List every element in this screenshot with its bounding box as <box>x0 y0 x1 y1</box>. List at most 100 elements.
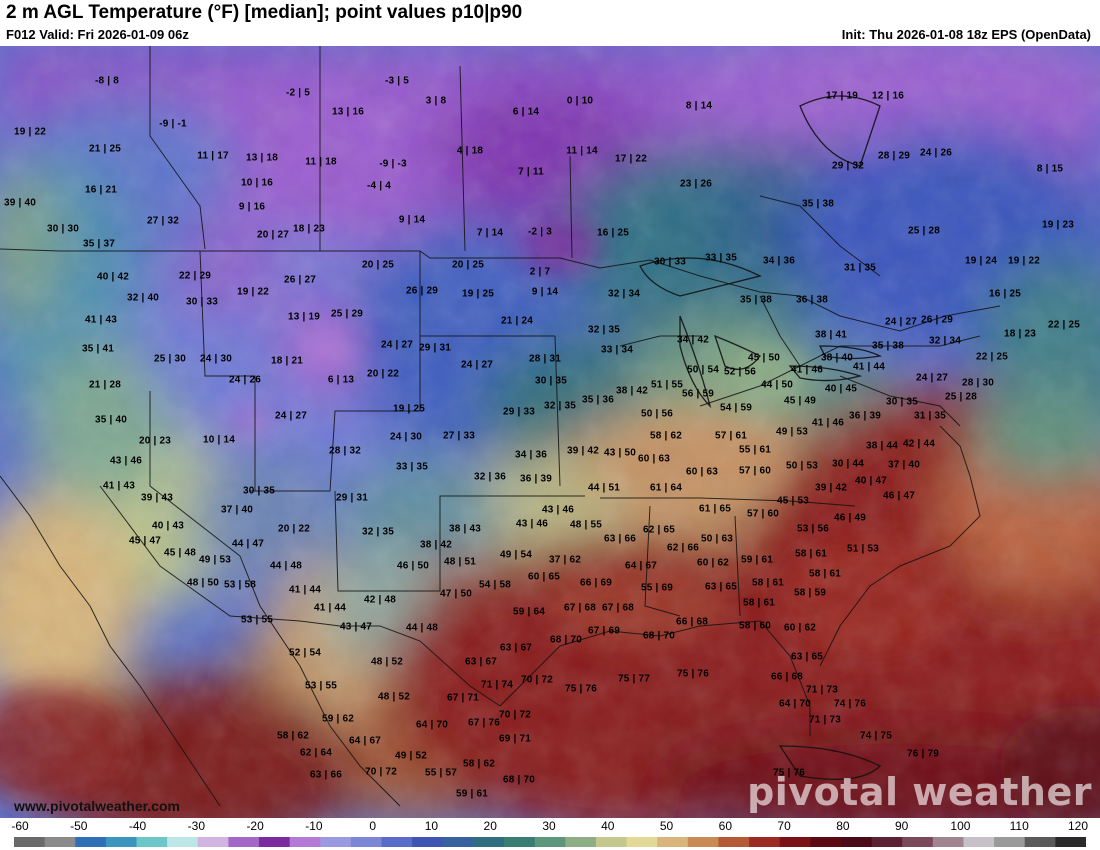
point-value: 60 | 62 <box>696 557 730 569</box>
point-value: 70 | 72 <box>498 709 532 721</box>
point-value: 20 | 22 <box>366 368 400 380</box>
colorbar-swatch <box>902 837 934 847</box>
point-value: 46 | 50 <box>396 560 430 572</box>
colorbar-swatch <box>412 837 444 847</box>
point-value: 64 | 67 <box>348 735 382 747</box>
colorbar-swatch <box>840 837 873 847</box>
colorbar-tick-label: 100 <box>950 819 971 833</box>
point-value: 38 | 41 <box>814 329 848 341</box>
point-value: 30 | 33 <box>653 256 687 268</box>
point-value: 71 | 73 <box>808 714 842 726</box>
point-value: 22 | 25 <box>975 351 1009 363</box>
point-value: 46 | 47 <box>882 490 916 502</box>
point-value: 27 | 32 <box>146 215 180 227</box>
point-value: 6 | 14 <box>512 106 540 118</box>
point-value: 60 | 65 <box>527 571 561 583</box>
point-value: 29 | 31 <box>335 492 369 504</box>
point-value: 59 | 64 <box>512 606 546 618</box>
point-value: 21 | 28 <box>88 379 122 391</box>
point-value: 20 | 27 <box>256 229 290 241</box>
point-value: 17 | 22 <box>614 153 648 165</box>
point-value: 60 | 63 <box>637 453 671 465</box>
point-value: 41 | 46 <box>811 417 845 429</box>
colorbar-swatch <box>381 837 413 847</box>
point-value: 75 | 76 <box>772 767 806 779</box>
colorbar-tick-label: 20 <box>483 819 497 833</box>
point-value: 58 | 61 <box>742 597 776 609</box>
point-value: 4 | 18 <box>456 145 484 157</box>
init-time: Init: Thu 2026-01-08 18z EPS (OpenData) <box>841 27 1091 42</box>
colorbar-tick-label: 120 <box>1067 819 1089 833</box>
colorbar-tick-label: -40 <box>128 819 147 833</box>
map-boundaries <box>0 46 1001 807</box>
colorbar-swatch <box>228 837 260 847</box>
point-value: 16 | 25 <box>988 288 1022 300</box>
point-value: 62 | 65 <box>642 524 676 536</box>
point-value: 9 | 14 <box>531 286 559 298</box>
point-value: 25 | 30 <box>153 353 187 365</box>
colorbar: -60 -50 -40 -30 -20 -10 0 10 20 30 40 50 60 70 80 90 100… <box>0 818 1100 850</box>
point-value: 30 | 44 <box>831 458 865 470</box>
point-value: 69 | 71 <box>498 733 532 745</box>
point-value: 19 | 25 <box>392 403 426 415</box>
point-value: 12 | 16 <box>871 90 905 102</box>
site-url[interactable]: www.pivotalweather.com <box>14 798 180 814</box>
point-value: 74 | 75 <box>859 730 893 742</box>
temperature-map[interactable]: -8 | 8 -2 | 5 -3 | 5 3 | 8 19 | 22 -9 | -1 13 … <box>0 46 1100 818</box>
point-value: 34 | 36 <box>514 449 548 461</box>
point-value: 50 | 63 <box>700 533 734 545</box>
point-value: -4 | 4 <box>366 180 392 192</box>
point-value: 52 | 56 <box>723 366 757 378</box>
point-value: 44 | 50 <box>760 379 794 391</box>
point-value: 62 | 66 <box>666 542 700 554</box>
point-value: 63 | 65 <box>790 651 824 663</box>
point-value: 54 | 58 <box>478 579 512 591</box>
point-value: 25 | 28 <box>907 225 941 237</box>
point-value: 50 | 53 <box>785 460 819 472</box>
point-value: 45 | 53 <box>776 495 810 507</box>
colorbar-tick-label: -60 <box>11 819 29 833</box>
point-value: 7 | 11 <box>518 166 544 178</box>
point-value: 57 | 60 <box>738 465 772 477</box>
point-value: 22 | 25 <box>1047 319 1081 331</box>
colorbar-swatch <box>626 837 658 847</box>
point-value: 70 | 72 <box>364 766 398 778</box>
point-value: 9 | 16 <box>238 201 266 213</box>
point-value: 53 | 56 <box>796 523 830 535</box>
header: 2 m AGL Temperature (°F) [median]; point… <box>0 0 1100 46</box>
colorbar-swatch <box>289 837 321 847</box>
point-value: 35 | 41 <box>81 343 115 355</box>
point-value: 35 | 40 <box>94 414 128 426</box>
point-value: 55 | 57 <box>424 767 458 779</box>
point-value: 16 | 25 <box>596 227 630 239</box>
valid-time: F012 Valid: Fri 2026-01-09 06z <box>6 27 189 42</box>
point-value: 35 | 36 <box>581 394 615 406</box>
point-value: 24 | 30 <box>389 431 423 443</box>
colorbar-tick-label: 40 <box>601 819 615 833</box>
point-value: 13 | 18 <box>245 152 279 164</box>
point-value: -9 | -3 <box>379 158 407 170</box>
point-value: 39 | 42 <box>566 445 600 457</box>
point-value: 35 | 37 <box>82 238 116 250</box>
point-value: 58 | 61 <box>751 577 785 589</box>
colorbar-tick-label: 110 <box>1009 819 1029 833</box>
colorbar-swatch <box>197 837 229 847</box>
point-value: 67 | 68 <box>601 602 635 614</box>
point-value: 58 | 61 <box>794 548 828 560</box>
colorbar-swatch <box>75 837 107 847</box>
point-value: 28 | 32 <box>328 445 362 457</box>
point-value: 25 | 28 <box>944 391 978 403</box>
point-value: -9 | -1 <box>159 118 187 130</box>
colorbar-swatch <box>595 837 628 847</box>
point-value: 61 | 64 <box>649 482 683 494</box>
point-value: 39 | 40 <box>3 197 37 209</box>
point-value: 32 | 36 <box>473 471 507 483</box>
point-value: 63 | 66 <box>603 533 637 545</box>
point-value: 25 | 29 <box>330 308 364 320</box>
point-value: 53 | 55 <box>304 680 338 692</box>
point-value: 38 | 44 <box>865 440 899 452</box>
point-value: 68 | 70 <box>502 774 536 786</box>
point-value: 44 | 48 <box>405 622 439 634</box>
point-value: 26 | 29 <box>405 285 439 297</box>
point-value: 49 | 54 <box>499 549 533 561</box>
